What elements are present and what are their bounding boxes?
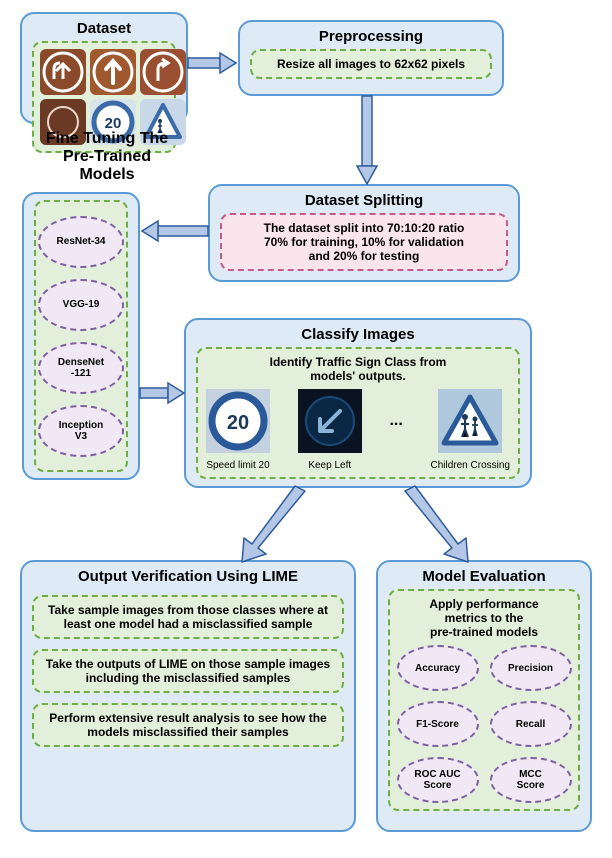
dataset-title: Dataset (32, 20, 176, 37)
metric-ellipse: ROC AUC Score (397, 757, 479, 803)
evaluation-title: Model Evaluation (388, 568, 580, 585)
splitting-body: The dataset split into 70:10:20 ratio 70… (220, 213, 508, 271)
classify-examples: 20 Speed limit 20 Keep Left ... Children… (206, 389, 510, 471)
metric-ellipse: Accuracy (397, 645, 479, 691)
sign-thumb (40, 49, 86, 95)
keep-left-icon (298, 389, 362, 453)
arrow-dataset-to-preproc (188, 48, 238, 78)
evaluation-inner: Apply performance metrics to the pre-tra… (388, 589, 580, 811)
lime-title: Output Verification Using LIME (32, 568, 344, 585)
finetune-label: Fine Tuning The Pre-Trained Models (22, 130, 192, 184)
lime-steps: Take sample images from those classes wh… (32, 595, 344, 747)
lime-box: Output Verification Using LIME Take samp… (20, 560, 356, 832)
lime-step: Take sample images from those classes wh… (32, 595, 344, 639)
dots: ... (389, 412, 402, 448)
example-label: Keep Left (298, 460, 362, 471)
evaluation-body: Apply performance metrics to the pre-tra… (396, 597, 572, 639)
children-crossing-icon (438, 389, 502, 453)
example-item: Children Crossing (431, 389, 510, 471)
preprocessing-body: Resize all images to 62x62 pixels (250, 49, 492, 79)
arrow-preproc-to-splitting (352, 96, 382, 186)
classify-title: Classify Images (196, 326, 520, 343)
metrics-grid: AccuracyPrecisionF1-ScoreRecallROC AUC S… (396, 645, 572, 803)
lime-step: Take the outputs of LIME on those sample… (32, 649, 344, 693)
classify-box: Classify Images Identify Traffic Sign Cl… (184, 318, 532, 488)
splitting-title: Dataset Splitting (220, 192, 508, 209)
metric-ellipse: Recall (490, 701, 572, 747)
arrow-models-to-classify (140, 378, 186, 408)
dataset-box: Dataset 20 (20, 12, 188, 124)
sign-thumb (90, 49, 136, 95)
metric-ellipse: MCC Score (490, 757, 572, 803)
svg-text:20: 20 (227, 412, 249, 434)
model-ellipse: ResNet-34 (38, 216, 124, 268)
classify-inner: Identify Traffic Sign Class from models'… (196, 347, 520, 479)
lime-step: Perform extensive result analysis to see… (32, 703, 344, 747)
example-label: Speed limit 20 (206, 460, 270, 471)
preprocessing-box: Preprocessing Resize all images to 62x62… (238, 20, 504, 96)
model-ellipse: VGG-19 (38, 279, 124, 331)
arrow-classify-to-eval (400, 486, 480, 564)
arrow-splitting-to-models (140, 216, 210, 246)
classify-body: Identify Traffic Sign Class from models'… (206, 355, 510, 383)
splitting-box: Dataset Splitting The dataset split into… (208, 184, 520, 282)
example-label: Children Crossing (431, 460, 510, 471)
example-item: 20 Speed limit 20 (206, 389, 270, 471)
speed-20-icon: 20 (206, 389, 270, 453)
metric-ellipse: F1-Score (397, 701, 479, 747)
models-inner: ResNet-34 VGG-19 DenseNet -121 Inception V3 (34, 200, 128, 472)
model-ellipse: Inception V3 (38, 405, 124, 457)
models-box: ResNet-34 VGG-19 DenseNet -121 Inception V3 (22, 192, 140, 480)
arrow-classify-to-lime (230, 486, 310, 564)
example-item: Keep Left (298, 389, 362, 471)
evaluation-box: Model Evaluation Apply performance metri… (376, 560, 592, 832)
model-ellipse: DenseNet -121 (38, 342, 124, 394)
sign-thumb (140, 49, 186, 95)
metric-ellipse: Precision (490, 645, 572, 691)
preprocessing-title: Preprocessing (250, 28, 492, 45)
